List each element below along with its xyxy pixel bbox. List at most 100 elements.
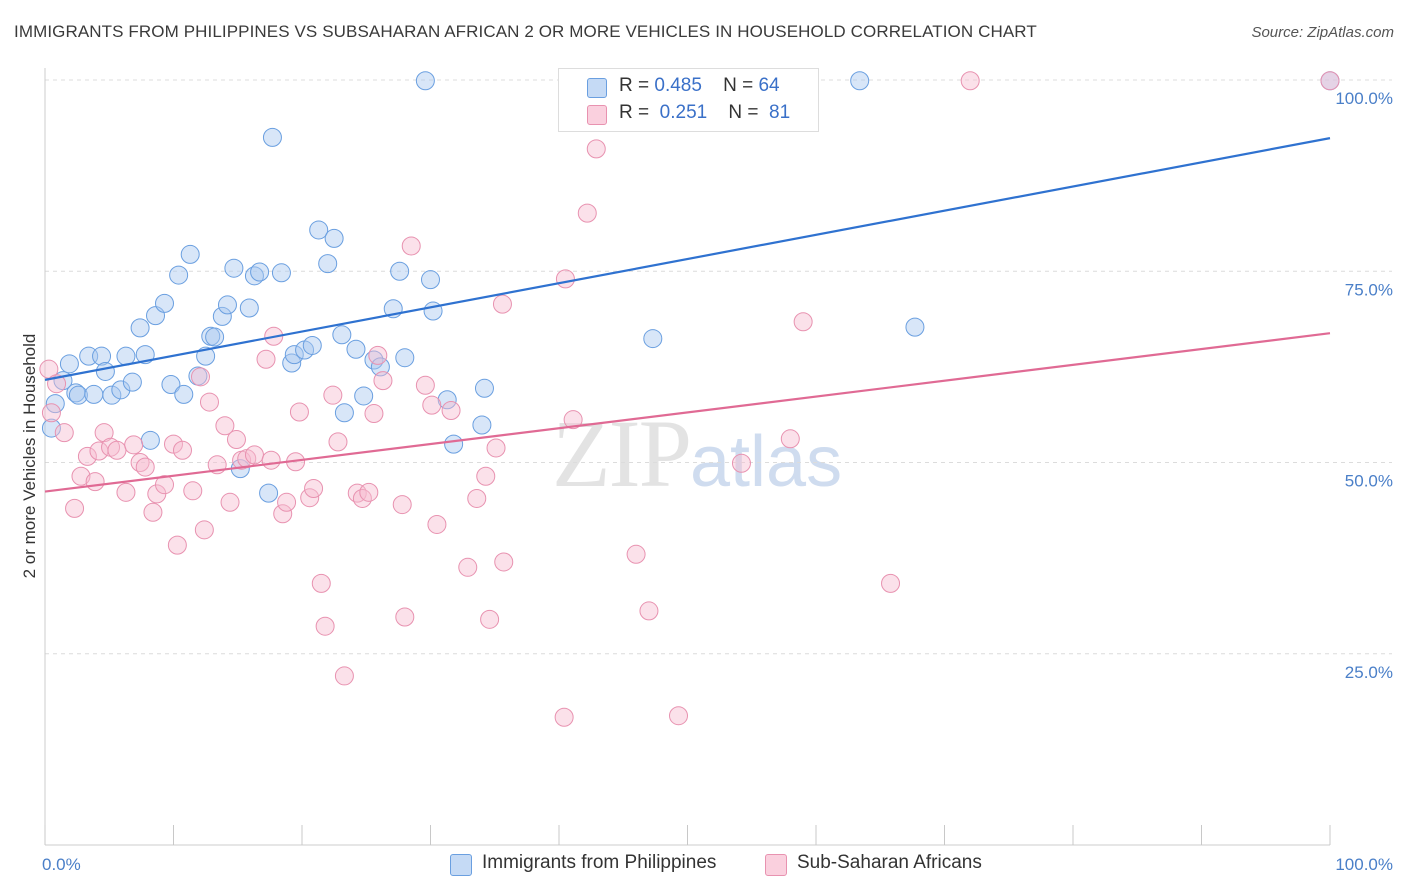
correlation-legend: R = 0.485 N = 64 R = 0.251 N = 81	[558, 68, 819, 132]
tick-labels: 25.0% 50.0% 75.0% 100.0% 0.0% 100.0%	[42, 89, 1393, 874]
data-point	[68, 385, 88, 405]
data-point	[212, 306, 232, 326]
data-point	[669, 706, 689, 726]
data-point	[359, 482, 379, 502]
data-point	[140, 430, 160, 450]
axes	[44, 68, 1331, 846]
data-point	[302, 335, 322, 355]
data-point	[328, 432, 348, 452]
data-point	[364, 404, 384, 424]
legend-swatch-subsaharan	[587, 105, 607, 125]
data-point	[881, 573, 901, 593]
data-point	[422, 395, 442, 415]
data-point	[271, 263, 291, 283]
data-point	[183, 481, 203, 501]
data-point	[486, 438, 506, 458]
data-point	[102, 385, 122, 405]
data-point	[323, 385, 343, 405]
data-point	[262, 127, 282, 147]
data-point	[373, 371, 393, 391]
bottom-legend-swatch-subsaharan	[765, 854, 787, 876]
data-point	[480, 609, 500, 629]
data-point	[194, 520, 214, 540]
data-point	[239, 298, 259, 318]
data-point	[392, 495, 412, 515]
data-point	[130, 318, 150, 338]
data-point	[780, 429, 800, 449]
data-point	[850, 71, 870, 91]
data-point	[476, 466, 496, 486]
data-point	[124, 435, 144, 455]
data-point	[161, 374, 181, 394]
data-point	[415, 375, 435, 395]
data-points	[39, 71, 1340, 727]
data-point	[309, 220, 329, 240]
data-point	[639, 601, 659, 621]
data-point	[626, 544, 646, 564]
data-point	[135, 457, 155, 477]
data-point	[54, 423, 74, 443]
data-point	[122, 372, 142, 392]
bottom-legend-label-philippines: Immigrants from Philippines	[482, 852, 717, 873]
data-point	[244, 445, 264, 465]
legend-r-label: R =	[619, 75, 650, 96]
series-0	[41, 71, 1340, 503]
data-point	[554, 707, 574, 727]
trend-lines	[44, 137, 1331, 493]
data-point	[85, 472, 105, 492]
data-point	[334, 666, 354, 686]
data-point	[494, 552, 514, 572]
grid-lines	[45, 79, 1392, 655]
data-point	[77, 446, 97, 466]
data-point	[244, 266, 264, 286]
data-point	[395, 348, 415, 368]
data-point	[143, 502, 163, 522]
data-point	[205, 327, 225, 347]
x-tick-label: 0.0%	[42, 855, 81, 874]
y-tick-label: 25.0%	[1345, 663, 1393, 682]
watermark-zip: ZIP	[552, 400, 692, 507]
data-point	[731, 453, 751, 473]
data-point	[300, 488, 320, 508]
data-point	[368, 345, 388, 365]
data-point	[284, 345, 304, 365]
data-point	[199, 392, 219, 412]
data-point	[172, 440, 192, 460]
legend-r-value: 0.485	[654, 75, 702, 96]
data-point	[217, 295, 237, 315]
data-point	[256, 349, 276, 369]
chart-title: IMMIGRANTS FROM PHILIPPINES VS SUBSAHARA…	[14, 22, 1037, 41]
data-point	[315, 616, 335, 636]
data-point	[261, 450, 281, 470]
data-point	[586, 139, 606, 159]
data-point	[332, 325, 352, 345]
data-point	[41, 403, 61, 423]
series-1	[39, 71, 1340, 727]
data-point	[174, 384, 194, 404]
data-point	[95, 361, 115, 381]
data-point	[421, 270, 440, 290]
data-point	[1320, 71, 1340, 91]
legend-n-value: 64	[758, 75, 780, 96]
data-point	[793, 312, 813, 332]
data-point	[190, 367, 210, 387]
data-point	[643, 329, 663, 349]
data-point	[346, 339, 366, 359]
data-point	[401, 236, 421, 256]
legend-n-label: N =	[723, 75, 754, 96]
data-point	[354, 386, 374, 406]
data-point	[155, 293, 175, 313]
legend-n-value: 81	[769, 102, 791, 123]
data-point	[555, 269, 575, 289]
data-point	[334, 403, 354, 423]
data-point	[84, 384, 104, 404]
data-point	[458, 557, 478, 577]
data-point	[92, 346, 112, 366]
data-point	[94, 423, 114, 443]
data-point	[65, 498, 85, 518]
bottom-legend-label-subsaharan: Sub-Saharan Africans	[797, 852, 982, 873]
data-point	[215, 416, 235, 436]
y-tick-label: 50.0%	[1345, 472, 1393, 491]
data-point	[444, 434, 464, 454]
data-point	[437, 390, 457, 410]
